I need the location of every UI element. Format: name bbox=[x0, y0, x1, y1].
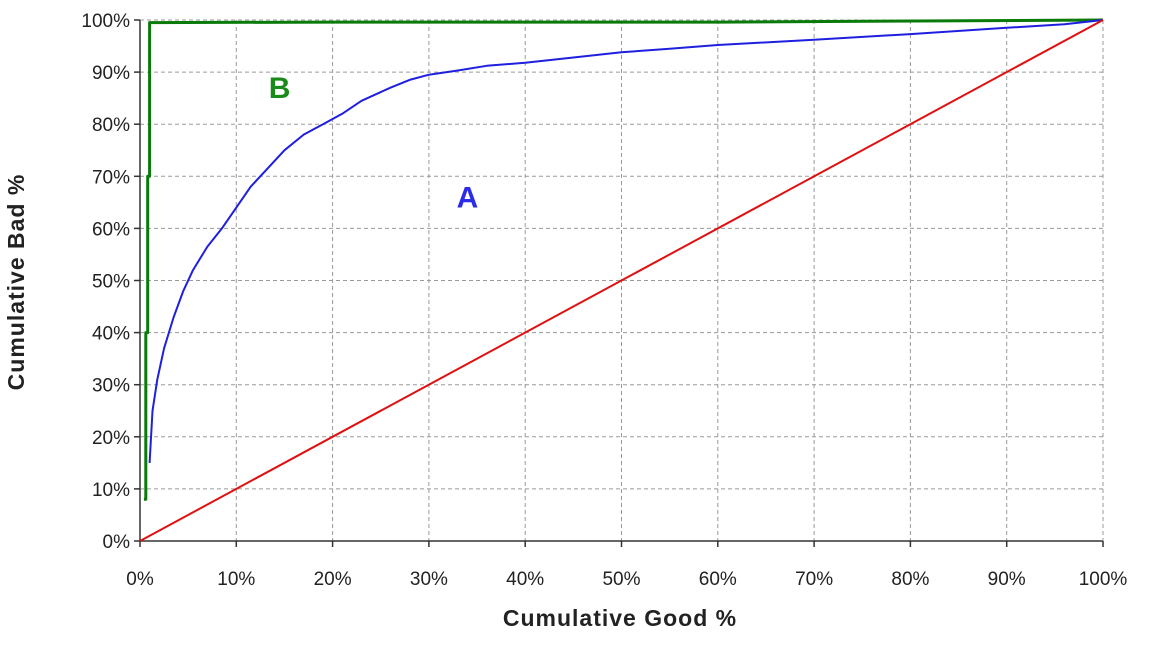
x-tick-label: 20% bbox=[314, 569, 352, 590]
tick-labels: 0% 10% 20% 30% 40% 50% 60% 70% 80% 90% 100% 0% 10% 20… bbox=[81, 11, 1127, 590]
annotations: BA bbox=[269, 72, 478, 214]
x-tick-label: 40% bbox=[506, 569, 544, 590]
y-tick-label: 20% bbox=[92, 428, 130, 449]
y-tick-label: 0% bbox=[103, 532, 131, 553]
y-tick-label: 100% bbox=[81, 11, 130, 32]
annotation-a: A bbox=[457, 182, 479, 215]
y-tick-label: 80% bbox=[92, 115, 130, 136]
y-tick-label: 70% bbox=[92, 167, 130, 188]
x-tick-label: 60% bbox=[699, 569, 737, 590]
perfect-model-line bbox=[143, 18, 1104, 501]
x-tick-label: 80% bbox=[891, 569, 929, 590]
x-axis-title: Cumulative Good % bbox=[503, 605, 737, 631]
x-tick-label: 100% bbox=[1079, 569, 1128, 590]
y-tick-label: 30% bbox=[92, 376, 130, 397]
y-tick-label: 90% bbox=[92, 63, 130, 84]
x-tick-label: 50% bbox=[602, 569, 640, 590]
annotation-b: B bbox=[269, 72, 291, 105]
x-tick-label: 30% bbox=[410, 569, 448, 590]
x-tick-label: 10% bbox=[217, 569, 255, 590]
y-tick-label: 50% bbox=[92, 272, 130, 293]
x-tick-label: 70% bbox=[795, 569, 833, 590]
random-model-line bbox=[139, 19, 1104, 542]
series-layer bbox=[139, 18, 1104, 542]
model-roc-curve bbox=[148, 19, 1104, 463]
x-tick-label: 90% bbox=[988, 569, 1026, 590]
x-tick-label: 0% bbox=[126, 569, 154, 590]
y-axis-title: Cumulative Bad % bbox=[3, 174, 29, 391]
y-tick-label: 10% bbox=[92, 480, 130, 501]
y-tick-label: 60% bbox=[92, 219, 130, 240]
y-tick-label: 40% bbox=[92, 324, 130, 345]
